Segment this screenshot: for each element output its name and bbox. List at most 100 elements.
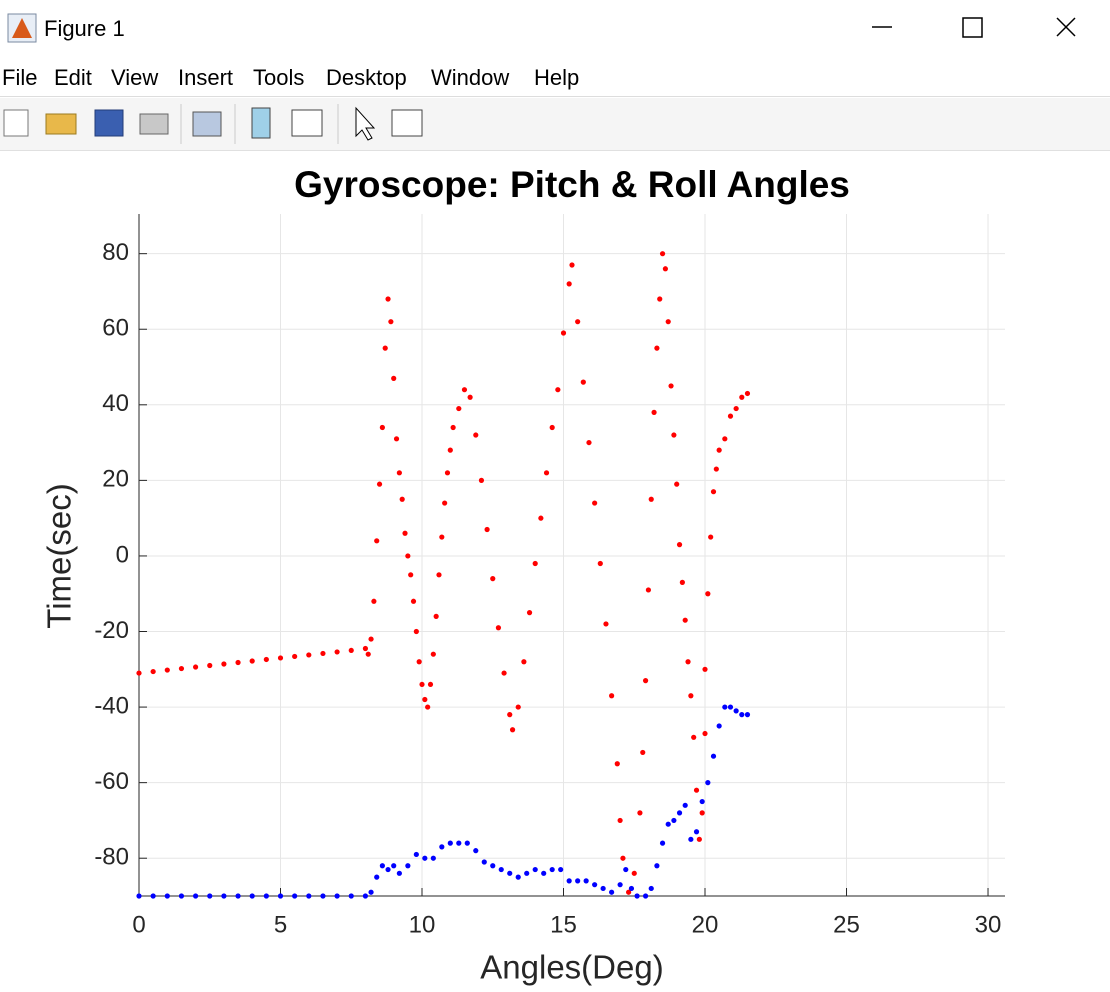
data-point bbox=[682, 802, 688, 808]
data-point bbox=[249, 893, 255, 899]
legend-icon[interactable] bbox=[291, 109, 323, 137]
y-tick-label: 0 bbox=[116, 541, 129, 568]
data-point bbox=[507, 712, 513, 718]
data-point bbox=[408, 572, 414, 578]
data-point bbox=[362, 893, 369, 899]
maximize-button[interactable] bbox=[962, 17, 983, 38]
data-point bbox=[665, 821, 671, 827]
data-point bbox=[136, 670, 142, 676]
data-point bbox=[405, 863, 411, 869]
x-tick-label: 0 bbox=[132, 911, 145, 938]
x-tick-label: 25 bbox=[833, 911, 860, 938]
property-icon[interactable] bbox=[391, 109, 423, 137]
data-point bbox=[688, 836, 694, 842]
data-point bbox=[374, 538, 380, 544]
data-point bbox=[439, 844, 445, 850]
data-point bbox=[235, 659, 241, 666]
pointer-icon[interactable] bbox=[355, 106, 376, 141]
open-icon[interactable] bbox=[45, 113, 77, 135]
data-point bbox=[422, 855, 428, 861]
data-point bbox=[362, 645, 369, 652]
menu-item[interactable]: Help bbox=[534, 65, 580, 90]
data-point bbox=[292, 893, 298, 899]
data-point bbox=[739, 394, 745, 400]
data-point bbox=[543, 470, 550, 476]
data-point bbox=[207, 893, 213, 899]
data-point bbox=[617, 882, 623, 888]
data-point bbox=[490, 576, 496, 582]
data-point bbox=[659, 840, 666, 846]
data-point bbox=[490, 863, 496, 869]
data-point bbox=[640, 749, 646, 756]
data-point bbox=[515, 874, 521, 880]
data-point bbox=[221, 661, 227, 667]
data-point bbox=[699, 798, 705, 805]
close-button[interactable] bbox=[1056, 17, 1076, 37]
data-point bbox=[569, 262, 575, 268]
data-point bbox=[396, 470, 402, 476]
data-point bbox=[473, 432, 479, 438]
link-icon[interactable] bbox=[192, 111, 222, 137]
data-point bbox=[674, 481, 680, 487]
menu-item[interactable]: Tools bbox=[253, 65, 305, 90]
data-point bbox=[320, 650, 326, 657]
data-point bbox=[405, 553, 411, 559]
data-point bbox=[164, 667, 170, 673]
data-point bbox=[235, 893, 241, 899]
data-point bbox=[365, 651, 371, 657]
data-point bbox=[136, 893, 142, 899]
new-icon[interactable] bbox=[3, 109, 29, 137]
data-point bbox=[368, 636, 374, 642]
data-point bbox=[733, 405, 739, 412]
data-point bbox=[379, 424, 385, 431]
y-tick-label: 40 bbox=[102, 390, 129, 417]
data-point bbox=[433, 613, 439, 619]
data-point bbox=[413, 851, 419, 858]
save-icon[interactable] bbox=[94, 109, 124, 137]
menu-item[interactable]: Window bbox=[431, 65, 510, 90]
data-point bbox=[277, 893, 284, 899]
data-point bbox=[609, 889, 615, 895]
data-point bbox=[710, 753, 717, 759]
data-point bbox=[461, 387, 468, 393]
data-point bbox=[614, 761, 620, 767]
data-point bbox=[481, 859, 487, 865]
data-point bbox=[691, 734, 697, 740]
y-tick-label: 20 bbox=[102, 466, 129, 493]
data-point bbox=[348, 893, 354, 899]
menu-item[interactable]: Edit bbox=[54, 65, 92, 90]
data-point bbox=[739, 712, 745, 718]
menu-item[interactable]: File bbox=[2, 65, 38, 90]
data-point bbox=[402, 530, 408, 536]
data-point bbox=[391, 375, 397, 381]
menu-item[interactable]: Desktop bbox=[326, 65, 407, 90]
data-point bbox=[603, 621, 609, 627]
data-point bbox=[439, 534, 445, 540]
data-point bbox=[178, 665, 185, 672]
data-point bbox=[744, 390, 751, 397]
data-point bbox=[501, 670, 507, 676]
data-point bbox=[708, 534, 714, 540]
data-point bbox=[722, 436, 728, 442]
data-point bbox=[651, 409, 657, 415]
data-point bbox=[430, 855, 436, 861]
data-point bbox=[549, 866, 555, 873]
data-point bbox=[623, 866, 629, 873]
data-point bbox=[416, 659, 422, 665]
data-point bbox=[693, 829, 700, 835]
data-point bbox=[617, 817, 623, 824]
data-point bbox=[221, 893, 227, 899]
title-bar-graphics bbox=[7, 13, 1076, 43]
data-point bbox=[654, 345, 660, 351]
menu-item[interactable]: View bbox=[111, 65, 159, 90]
data-point bbox=[702, 730, 708, 737]
data-point bbox=[541, 870, 547, 876]
data-point bbox=[292, 653, 298, 660]
colorbar-icon[interactable] bbox=[251, 107, 271, 139]
data-point bbox=[685, 659, 691, 665]
menu-item[interactable]: Insert bbox=[178, 65, 234, 90]
print-icon[interactable] bbox=[139, 113, 169, 135]
data-point bbox=[526, 610, 533, 616]
data-point bbox=[379, 863, 385, 869]
